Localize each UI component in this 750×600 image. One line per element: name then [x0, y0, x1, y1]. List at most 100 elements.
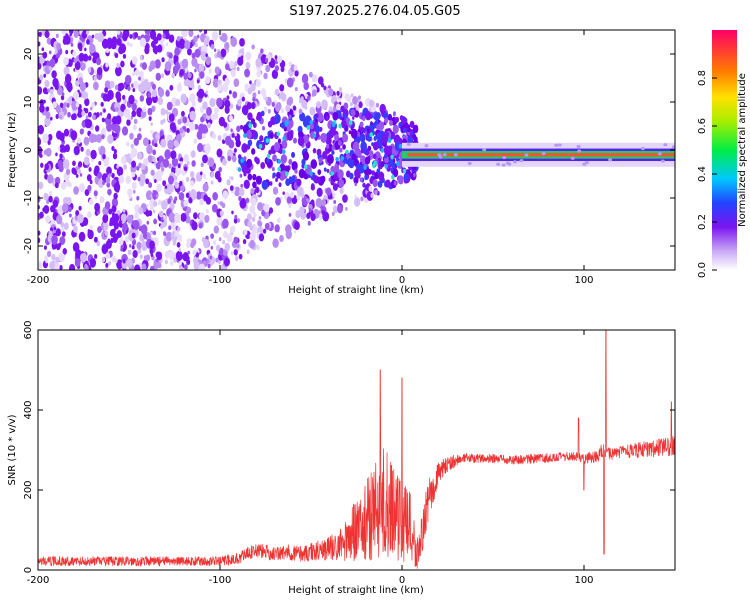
heatmap-cell — [224, 135, 232, 146]
heatmap-cell — [170, 150, 177, 160]
heatmap-cell — [74, 61, 81, 70]
heatmap-cell — [243, 229, 248, 236]
heatmap-cell — [61, 137, 65, 142]
heatmap-cell — [241, 96, 245, 102]
heatmap-cell — [301, 116, 304, 121]
heatmap-cell — [222, 190, 229, 200]
heatmap-cell — [51, 206, 56, 213]
heatmap-cell — [301, 158, 306, 166]
heatmap-cell — [107, 188, 112, 196]
heatmap-cell — [43, 192, 49, 201]
heatmap-cell — [63, 128, 70, 137]
heatmap-cell — [265, 57, 269, 63]
snr-ytick-label: 200 — [23, 480, 34, 499]
heatmap-cell — [247, 87, 253, 95]
heatmap-cell — [364, 156, 371, 165]
heatmap-cell — [403, 173, 409, 182]
heatmap-cell — [175, 98, 181, 107]
heatmap-cell — [55, 52, 61, 59]
heatmap-cell — [95, 125, 100, 132]
heatmap-cell — [78, 77, 83, 84]
heatmap-cell — [298, 168, 306, 179]
heatmap-cell — [165, 90, 170, 97]
heatmap-cell — [231, 210, 234, 215]
heatmap-cell — [88, 167, 92, 172]
heatmap-cell — [193, 261, 200, 270]
heatmap-cell — [113, 149, 117, 154]
heatmap-cell — [424, 144, 429, 148]
heatmap-cell — [208, 157, 215, 167]
heatmap-cell — [105, 82, 110, 88]
heatmap-cell — [223, 257, 230, 267]
heatmap-cell — [167, 198, 172, 204]
heatmap-cell — [376, 168, 381, 174]
heatmap-cell — [297, 136, 305, 147]
heatmap-cell — [221, 32, 228, 43]
heatmap-cell — [262, 126, 266, 131]
heatmap-cell — [92, 114, 96, 121]
colorbar-tick-label: 0.2 — [697, 214, 708, 230]
heatmap-cell — [131, 232, 136, 239]
heatmap-cell — [360, 196, 364, 202]
heatmap-cell — [298, 98, 303, 104]
heatmap-cell — [252, 92, 257, 99]
heatmap-cell — [205, 53, 208, 58]
heatmap-cell — [107, 113, 112, 120]
heatmap-cell — [240, 183, 244, 188]
heatmap-cell — [294, 87, 298, 92]
heatmap-cell — [163, 220, 167, 225]
heatmap-cell — [142, 137, 149, 147]
heatmap-cell — [274, 113, 281, 124]
heatmap-cell — [412, 172, 416, 178]
heatmap-cell — [384, 129, 388, 134]
heatmap-cell — [55, 256, 60, 263]
snr-ticks: -200 -100 0 100 0 200 400 600 — [23, 320, 675, 586]
heatmap-cell — [41, 47, 45, 52]
heatmap-cell — [228, 90, 232, 95]
heatmap-cell — [193, 138, 198, 144]
heatmap-cell — [57, 242, 62, 248]
heatmap-cell — [359, 155, 366, 165]
heatmap-cell — [233, 78, 240, 87]
heatmap-cell — [63, 102, 67, 108]
heatmap-cell — [38, 195, 41, 203]
heatmap-cell — [188, 30, 194, 38]
heatmap-cell — [162, 231, 167, 237]
heatmap-cell — [55, 228, 61, 237]
heatmap-cell — [157, 199, 162, 206]
heatmap-cell — [274, 55, 278, 60]
heatmap-cell — [149, 60, 156, 70]
heatmap-cell — [173, 199, 177, 204]
heatmap-cell — [101, 244, 108, 253]
heatmap-cell — [44, 79, 50, 88]
heatmap-cell — [384, 117, 389, 124]
heatmap-cell — [342, 144, 346, 150]
heatmap-cell — [80, 62, 86, 71]
heatmap-cell — [245, 61, 251, 70]
heatmap-cell — [64, 73, 72, 84]
heatmap-cell — [164, 109, 169, 115]
heatmap-cell — [101, 117, 105, 123]
heatmap-cell — [239, 37, 245, 47]
heatmap-cell — [234, 214, 238, 220]
heatmap-cell — [308, 71, 313, 78]
heatmap-cell — [105, 156, 110, 163]
heatmap-cell — [189, 93, 196, 103]
heatmap-cell — [72, 50, 77, 57]
heatmap-cell — [87, 55, 92, 61]
heatmap-cell — [325, 187, 332, 196]
heatmap-cell — [325, 135, 332, 146]
heatmap-cell — [182, 252, 189, 262]
heatmap-cell — [156, 157, 160, 162]
heatmap-cell — [129, 43, 133, 48]
heatmap-cell — [194, 48, 201, 58]
heatmap-cell — [288, 158, 293, 165]
heatmap-cell — [332, 192, 336, 198]
heatmap-cell — [191, 52, 196, 59]
heatmap-cell — [40, 162, 44, 168]
heatmap-cell — [45, 106, 50, 112]
heatmap-cell — [260, 161, 266, 170]
heatmap-cell — [144, 30, 151, 35]
heatmap-cell — [199, 198, 204, 206]
heatmap-cell — [118, 45, 124, 55]
